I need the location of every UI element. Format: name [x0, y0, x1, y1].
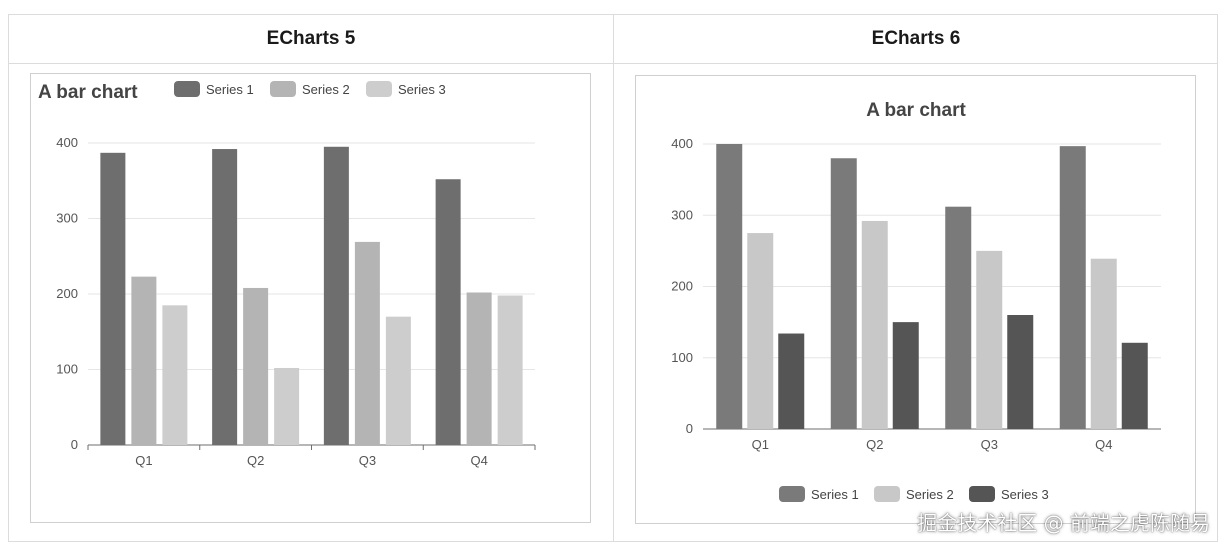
bar-series-2-q4: [466, 292, 492, 445]
bar-series-2-q2: [861, 220, 888, 429]
bar-series-3-q3: [1007, 315, 1034, 429]
legend-label-3: Series 3: [398, 82, 446, 97]
bar-series-3-q4: [1121, 342, 1148, 429]
watermark-text: 掘金技术社区 @ 前端之虎陈随易: [917, 511, 1210, 535]
x-tick-label: Q4: [1095, 437, 1112, 452]
bar-series-1-q3: [945, 206, 972, 429]
chart-panel-echarts6: 0 100 200 300 400 Q1 Q2 Q3 Q4 A bar chart Series 1…: [635, 75, 1196, 524]
chart-panel-echarts5: 0 100 200 300 400 Q1 Q2 Q3 Q4 A bar chart Series 1…: [30, 73, 591, 523]
y-tick-label: 0: [686, 421, 693, 436]
bar-series-2-q1: [131, 276, 157, 445]
legend-swatch-2: [874, 486, 900, 502]
column-header-left: ECharts 5: [8, 14, 614, 64]
legend-label-1: Series 1: [206, 82, 254, 97]
bar-series-1-q1: [716, 144, 743, 429]
bar-series-2-q3: [354, 241, 380, 445]
bar-series-3-q4: [497, 295, 523, 445]
legend-label-1: Series 1: [811, 487, 859, 502]
bar-series-2-q2: [243, 287, 269, 445]
legend-swatch-3: [366, 81, 392, 97]
bar-series-1-q1: [100, 152, 126, 445]
x-tick-label: Q3: [359, 453, 376, 468]
y-tick-label: 200: [671, 279, 693, 294]
bar-chart-echarts5: 0 100 200 300 400 Q1 Q2 Q3 Q4 A bar chart Series 1…: [38, 81, 536, 468]
bar-series-2-q4: [1090, 258, 1117, 429]
chart-title: A bar chart: [866, 100, 966, 121]
y-tick-label: 400: [671, 136, 693, 151]
legend-swatch-1: [174, 81, 200, 97]
bar-series-1-q4: [435, 179, 461, 445]
x-tick-label: Q2: [866, 437, 883, 452]
x-tick-label: Q3: [981, 437, 998, 452]
column-header-right: ECharts 6: [614, 14, 1218, 64]
y-tick-label: 100: [671, 350, 693, 365]
y-tick-label: 200: [56, 286, 78, 301]
bar-series-1-q2: [212, 149, 238, 445]
legend-swatch-3: [969, 486, 995, 502]
x-tick-label: Q4: [470, 453, 487, 468]
y-tick-label: 300: [671, 207, 693, 222]
y-tick-label: 100: [56, 362, 78, 377]
x-tick-label: Q1: [135, 453, 152, 468]
bar-series-3-q2: [274, 367, 300, 445]
bar-series-2-q1: [747, 233, 774, 429]
bar-series-1-q3: [323, 146, 349, 445]
x-tick-label: Q1: [752, 437, 769, 452]
bar-series-1-q4: [1059, 146, 1086, 429]
bar-series-3-q2: [892, 322, 919, 429]
legend-label-3: Series 3: [1001, 487, 1049, 502]
bar-chart-echarts6: 0 100 200 300 400 Q1 Q2 Q3 Q4 A bar chart Series 1…: [671, 100, 1161, 502]
x-tick-label: Q2: [247, 453, 264, 468]
column-divider: [613, 14, 614, 542]
bar-series-1-q2: [830, 158, 857, 429]
y-tick-label: 400: [56, 135, 78, 150]
legend-label-2: Series 2: [906, 487, 954, 502]
y-tick-label: 300: [56, 211, 78, 226]
bar-series-2-q3: [976, 250, 1003, 429]
legend-swatch-2: [270, 81, 296, 97]
bar-series-3-q3: [385, 316, 411, 445]
bar-series-3-q1: [778, 333, 805, 429]
legend-swatch-1: [779, 486, 805, 502]
bar-series-3-q1: [162, 305, 188, 445]
chart-title: A bar chart: [38, 82, 138, 103]
legend-label-2: Series 2: [302, 82, 350, 97]
y-tick-label: 0: [71, 437, 78, 452]
